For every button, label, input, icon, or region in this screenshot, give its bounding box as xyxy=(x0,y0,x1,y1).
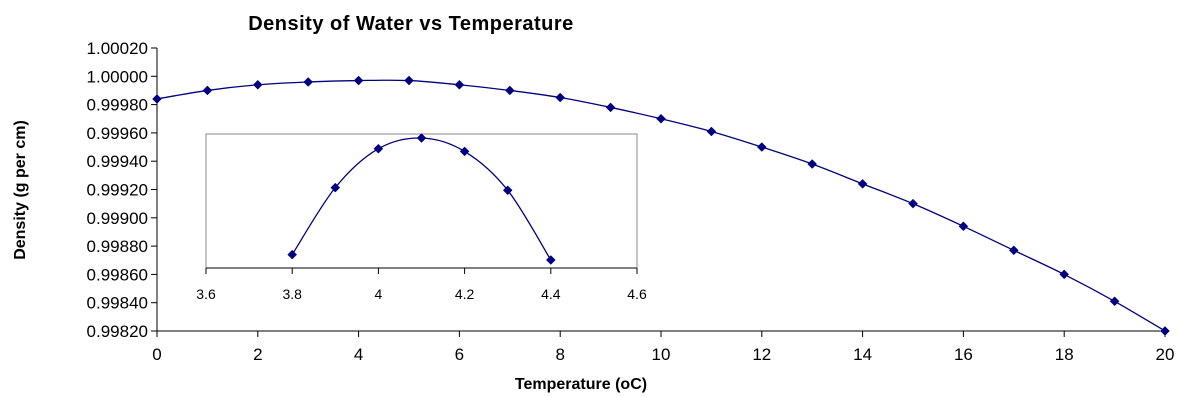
inset-data-point xyxy=(502,185,513,196)
data-point xyxy=(807,159,818,169)
y-tick-label: 0.99920 xyxy=(87,181,148,200)
x-tick-label: 0 xyxy=(152,345,161,364)
data-point xyxy=(1160,326,1170,336)
x-tick-label: 12 xyxy=(752,345,771,364)
data-point xyxy=(555,92,566,103)
x-tick-label: 8 xyxy=(555,345,564,364)
y-tick-label: 0.99880 xyxy=(87,237,148,256)
x-tick-label: 20 xyxy=(1156,345,1175,364)
x-tick-label: 18 xyxy=(1055,345,1074,364)
inset-frame xyxy=(205,133,638,269)
data-point xyxy=(303,77,314,87)
chart-title: Density of Water vs Temperature xyxy=(248,13,574,35)
data-point xyxy=(605,102,616,113)
y-tick-label: 0.99980 xyxy=(87,96,148,115)
inset-x-tick-label: 4 xyxy=(375,286,383,302)
inset-x-tick-label: 3.6 xyxy=(196,286,216,302)
y-tick-label: 1.00020 xyxy=(87,39,148,58)
main-plot-area: 0.99820 0.99840 0.99860 0.99880 0.99900 0.999… xyxy=(87,39,1175,364)
data-point xyxy=(252,79,263,90)
x-axis-title: Temperature (oC) xyxy=(515,376,647,393)
data-point xyxy=(857,178,868,189)
data-point xyxy=(202,85,213,96)
y-tick-label: 0.99900 xyxy=(87,209,148,228)
y-axis-title: Density (g per cm) xyxy=(12,120,29,260)
x-tick-label: 10 xyxy=(652,345,671,364)
inset-x-tick-label: 4.4 xyxy=(541,286,561,302)
data-point xyxy=(756,142,767,152)
inset-x-tick-label: 4.6 xyxy=(627,286,647,302)
data-point xyxy=(404,75,414,86)
data-point xyxy=(656,113,666,124)
y-tick-label: 1.00000 xyxy=(87,67,148,86)
inset-data-point xyxy=(545,255,556,265)
data-point xyxy=(1059,269,1070,280)
inset-data-point xyxy=(416,133,427,143)
data-point xyxy=(152,94,162,104)
x-tick-label: 16 xyxy=(954,345,973,364)
inset-data-point xyxy=(330,182,341,193)
x-tick-label: 6 xyxy=(455,345,464,364)
y-tick-label: 0.99840 xyxy=(87,294,148,313)
data-point xyxy=(454,79,465,90)
data-point xyxy=(908,198,918,209)
y-tick-label: 0.99940 xyxy=(87,152,148,171)
y-tick-label: 0.99960 xyxy=(87,124,148,143)
data-point xyxy=(504,85,515,96)
data-point xyxy=(706,126,717,137)
inset-data-point xyxy=(373,143,384,154)
inset-x-tick-label: 3.8 xyxy=(282,286,302,302)
data-point xyxy=(1008,245,1019,256)
x-tick-label: 2 xyxy=(253,345,262,364)
data-point xyxy=(958,221,969,232)
x-tick-label: 4 xyxy=(354,345,363,364)
data-point xyxy=(353,75,364,86)
x-tick-label: 14 xyxy=(853,345,872,364)
data-point xyxy=(1109,296,1120,307)
inset-data-point xyxy=(459,146,470,157)
y-tick-label: 0.99820 xyxy=(87,322,148,341)
y-tick-label: 0.99860 xyxy=(87,265,148,284)
inset-data-point xyxy=(287,249,298,260)
inset-plot-area: 3.6 3.8 4 4.2 4.4 4.6 xyxy=(196,133,647,302)
inset-x-tick-label: 4.2 xyxy=(455,286,475,302)
